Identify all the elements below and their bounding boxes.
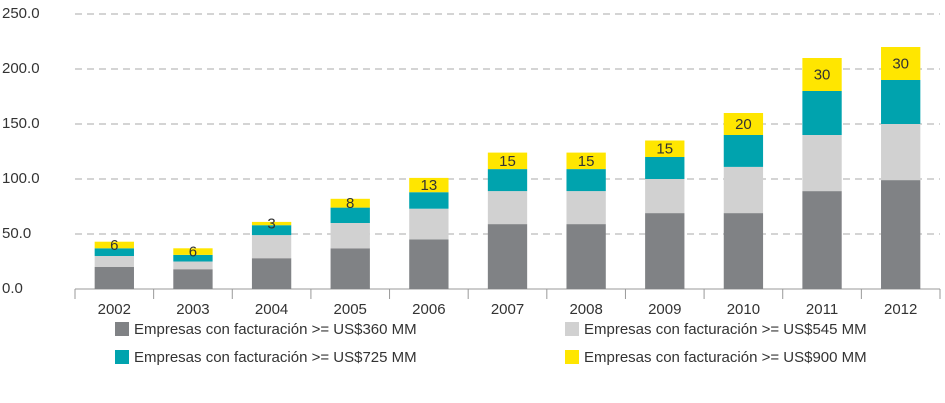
bar-segment xyxy=(487,191,528,225)
data-label: 3 xyxy=(267,216,275,233)
bar-segment xyxy=(645,157,685,179)
bar-segment xyxy=(566,191,606,225)
y-tick-label: 250.0 xyxy=(2,5,40,22)
data-label: 6 xyxy=(110,237,118,254)
bar-segment xyxy=(645,213,685,289)
x-tick-label: 2011 xyxy=(806,301,838,318)
y-tick-label: 50.0 xyxy=(2,225,31,242)
x-tick-label: 2005 xyxy=(334,301,367,318)
bar-segment xyxy=(881,80,921,124)
bar-segment xyxy=(251,235,292,259)
bar-segment xyxy=(802,91,842,135)
x-tick-label: 2003 xyxy=(176,301,209,318)
bar-segment xyxy=(173,261,213,270)
data-label: 30 xyxy=(892,55,909,72)
bar-segment xyxy=(330,248,370,289)
x-tick-label: 2006 xyxy=(412,301,445,318)
data-label: 6 xyxy=(189,244,197,261)
y-tick-label: 100.0 xyxy=(2,170,40,187)
bar-segment xyxy=(802,135,842,192)
data-label: 8 xyxy=(346,195,354,212)
x-tick-label: 2008 xyxy=(569,301,602,318)
bar-segment xyxy=(566,152,606,170)
bar-segment xyxy=(566,169,606,192)
bar-segment xyxy=(723,213,764,289)
legend-label: Empresas con facturación >= US$900 MM xyxy=(584,349,867,366)
bar-segment xyxy=(409,239,449,289)
bar-segment xyxy=(94,256,134,267)
legend-label: Empresas con facturación >= US$360 MM xyxy=(134,321,417,338)
y-tick-label: 0.0 xyxy=(2,280,23,297)
bar-segment xyxy=(645,179,685,214)
bar-segment xyxy=(330,207,370,223)
bar-segment xyxy=(487,224,528,289)
data-label: 30 xyxy=(814,66,831,83)
bar-segment xyxy=(881,124,921,181)
data-label: 15 xyxy=(578,153,595,170)
legend-swatch xyxy=(115,350,129,364)
bar-segment xyxy=(409,192,449,209)
x-tick-label: 2009 xyxy=(648,301,681,318)
bar-segment xyxy=(94,267,134,289)
bar-segment xyxy=(251,258,292,289)
bar-segment xyxy=(330,223,370,249)
y-tick-label: 150.0 xyxy=(2,115,40,132)
bar-segment xyxy=(409,177,449,193)
bar-segment xyxy=(723,166,764,214)
legend-swatch xyxy=(565,350,579,364)
bar-segment xyxy=(802,191,842,289)
bar-segment xyxy=(173,269,213,289)
data-label: 13 xyxy=(421,177,438,194)
bar-segment xyxy=(487,152,528,170)
legend-label: Empresas con facturación >= US$725 MM xyxy=(134,349,417,366)
bar-segment xyxy=(881,47,921,80)
bar-segment xyxy=(723,135,764,167)
data-label: 15 xyxy=(499,153,516,170)
bar-segment xyxy=(723,113,764,135)
bar-segment xyxy=(94,241,134,249)
x-tick-label: 2010 xyxy=(727,301,760,318)
bar-segment xyxy=(251,221,292,226)
bar-segment xyxy=(881,180,921,289)
bar-segment xyxy=(330,198,370,208)
x-tick-label: 2002 xyxy=(98,301,131,318)
legend-swatch xyxy=(115,322,129,336)
bar-segment xyxy=(566,224,606,289)
bar-segment xyxy=(251,225,292,236)
legend-swatch xyxy=(565,322,579,336)
x-tick-label: 2007 xyxy=(491,301,524,318)
x-tick-label: 2012 xyxy=(884,301,917,318)
bar-segment xyxy=(94,248,134,256)
bar-segment xyxy=(487,169,528,192)
legend-label: Empresas con facturación >= US$545 MM xyxy=(584,321,867,338)
x-tick-label: 2004 xyxy=(255,301,288,318)
bar-segment xyxy=(802,58,842,91)
y-tick-label: 200.0 xyxy=(2,60,40,77)
bar-segment xyxy=(173,248,213,255)
data-label: 15 xyxy=(656,141,673,158)
bar-segment xyxy=(645,140,685,157)
data-label: 20 xyxy=(735,116,752,133)
bar-segment xyxy=(409,208,449,240)
bar-segment xyxy=(173,254,213,262)
